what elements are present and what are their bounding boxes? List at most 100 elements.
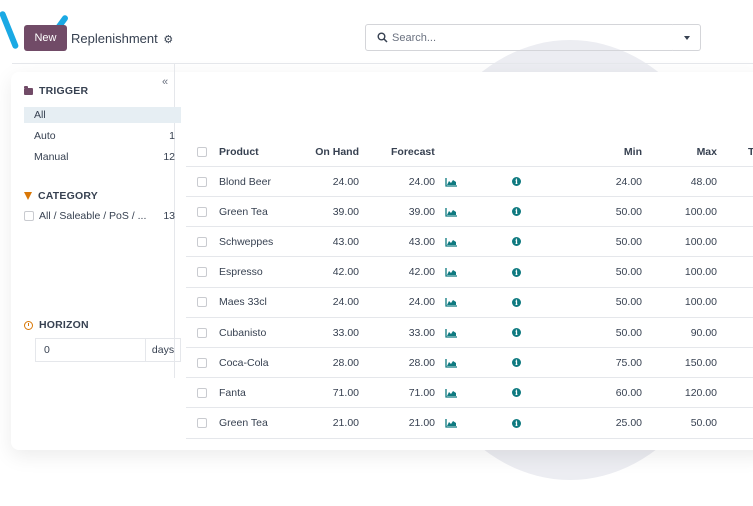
max-cell: 100.00 xyxy=(684,296,717,309)
area-chart-icon[interactable] xyxy=(445,378,458,407)
forecast-cell: 28.00 xyxy=(408,356,435,369)
category-checkbox[interactable] xyxy=(24,211,34,221)
min-cell: 50.00 xyxy=(615,326,642,339)
row-checkbox[interactable] xyxy=(197,378,207,407)
min-cell: 50.00 xyxy=(615,205,642,218)
forecast-cell: 39.00 xyxy=(408,205,435,218)
on-hand-cell: 71.00 xyxy=(332,386,359,399)
horizon-days-input[interactable] xyxy=(36,339,146,361)
replenishment-window xyxy=(11,72,753,450)
caret-down-icon xyxy=(683,35,690,40)
category-heading-label: CATEGORY xyxy=(38,190,98,202)
max-cell: 150.00 xyxy=(684,356,717,369)
select-all-checkbox[interactable] xyxy=(197,137,207,166)
column-header-forecast[interactable]: Forecast xyxy=(391,145,435,158)
max-cell: 90.00 xyxy=(690,326,717,339)
table-row[interactable]: Espresso 42.00 42.00 i 50.00 100.00 xyxy=(186,258,753,288)
product-cell: Maes 33cl xyxy=(219,296,267,309)
row-checkbox[interactable] xyxy=(197,409,207,438)
table-row[interactable]: Maes 33cl 24.00 24.00 i 50.00 100.00 xyxy=(186,288,753,318)
trigger-item-label: Manual xyxy=(34,151,69,163)
trigger-heading-label: TRIGGER xyxy=(39,85,89,97)
table-row[interactable]: Blond Beer 24.00 24.00 i 24.00 48.00 xyxy=(186,167,753,197)
trigger-item-auto[interactable]: Auto 1 xyxy=(24,128,181,144)
gear-icon[interactable]: ⚙ xyxy=(163,34,174,46)
product-cell: Schweppes xyxy=(219,235,274,248)
column-header-truncated[interactable]: T xyxy=(748,145,753,158)
area-chart-icon[interactable] xyxy=(445,258,458,287)
info-icon[interactable]: i xyxy=(512,258,521,287)
trigger-item-label: All xyxy=(34,109,46,121)
area-chart-icon[interactable] xyxy=(445,288,458,317)
info-icon[interactable]: i xyxy=(512,318,521,347)
column-header-min[interactable]: Min xyxy=(623,145,642,158)
trigger-item-manual[interactable]: Manual 12 xyxy=(24,149,181,165)
search-bar[interactable] xyxy=(365,24,675,51)
info-icon[interactable]: i xyxy=(512,227,521,256)
forecast-cell: 24.00 xyxy=(408,296,435,309)
new-button[interactable]: New xyxy=(24,25,67,51)
row-checkbox[interactable] xyxy=(197,348,207,377)
area-chart-icon[interactable] xyxy=(445,227,458,256)
min-cell: 50.00 xyxy=(615,296,642,309)
on-hand-cell: 24.00 xyxy=(332,296,359,309)
info-icon[interactable]: i xyxy=(512,378,521,407)
on-hand-cell: 39.00 xyxy=(332,205,359,218)
min-cell: 75.00 xyxy=(615,356,642,369)
column-header-product[interactable]: Product xyxy=(219,145,259,158)
horizon-heading-label: HORIZON xyxy=(39,319,89,331)
max-cell: 100.00 xyxy=(684,205,717,218)
row-checkbox[interactable] xyxy=(197,227,207,256)
on-hand-cell: 33.00 xyxy=(332,326,359,339)
forecast-cell: 24.00 xyxy=(408,175,435,188)
area-chart-icon[interactable] xyxy=(445,167,458,196)
info-icon[interactable]: i xyxy=(512,288,521,317)
product-cell: Green Tea xyxy=(219,205,268,218)
forecast-cell: 42.00 xyxy=(408,266,435,279)
row-checkbox[interactable] xyxy=(197,258,207,287)
product-cell: Espresso xyxy=(219,266,263,279)
page-title-text: Replenishment xyxy=(71,31,158,46)
search-panel: « TRIGGER All Auto 1 Manual 12 CATEGORY … xyxy=(12,64,181,378)
info-icon[interactable]: i xyxy=(512,409,521,438)
category-item-count: 13 xyxy=(163,210,175,222)
max-cell: 100.00 xyxy=(684,266,717,279)
area-chart-icon[interactable] xyxy=(445,197,458,226)
info-icon[interactable]: i xyxy=(512,348,521,377)
row-checkbox[interactable] xyxy=(197,288,207,317)
table-row[interactable]: Cubanisto 33.00 33.00 i 50.00 90.00 xyxy=(186,318,753,348)
collapse-panel-button[interactable]: « xyxy=(162,76,169,88)
search-input[interactable] xyxy=(392,31,674,44)
product-cell: Cubanisto xyxy=(219,326,267,339)
table-row[interactable]: Coca-Cola 28.00 28.00 i 75.00 150.00 xyxy=(186,348,753,379)
page-title: Replenishment ⚙ xyxy=(71,31,173,46)
on-hand-cell: 21.00 xyxy=(332,417,359,430)
column-header-max[interactable]: Max xyxy=(696,145,717,158)
row-checkbox[interactable] xyxy=(197,318,207,347)
row-checkbox[interactable] xyxy=(197,167,207,196)
info-icon[interactable]: i xyxy=(512,167,521,196)
area-chart-icon[interactable] xyxy=(445,348,458,377)
horizon-heading: HORIZON xyxy=(24,319,89,331)
folder-icon xyxy=(24,85,33,95)
table-row[interactable]: Schweppes 43.00 43.00 i 50.00 100.00 xyxy=(186,227,753,258)
table-row[interactable]: Green Tea 39.00 39.00 i 50.00 100.00 xyxy=(186,197,753,228)
horizon-unit: days xyxy=(151,344,175,356)
trigger-item-all[interactable]: All xyxy=(24,107,181,123)
area-chart-icon[interactable] xyxy=(445,318,458,347)
category-heading: CATEGORY xyxy=(24,190,98,202)
table-row[interactable]: Fanta 71.00 71.00 i 60.00 120.00 xyxy=(186,378,753,409)
area-chart-icon[interactable] xyxy=(445,409,458,438)
category-item[interactable]: All / Saleable / PoS / ... 13 xyxy=(24,208,181,224)
forecast-cell: 71.00 xyxy=(408,386,435,399)
on-hand-cell: 42.00 xyxy=(332,266,359,279)
search-dropdown-toggle[interactable] xyxy=(673,24,701,51)
product-cell: Green Tea xyxy=(219,417,268,430)
row-checkbox[interactable] xyxy=(197,197,207,226)
column-header-on-hand[interactable]: On Hand xyxy=(315,145,359,158)
min-cell: 25.00 xyxy=(615,417,642,430)
min-cell: 50.00 xyxy=(615,235,642,248)
on-hand-cell: 43.00 xyxy=(332,235,359,248)
info-icon[interactable]: i xyxy=(512,197,521,226)
table-row[interactable]: Green Tea 21.00 21.00 i 25.00 50.00 xyxy=(186,409,753,439)
